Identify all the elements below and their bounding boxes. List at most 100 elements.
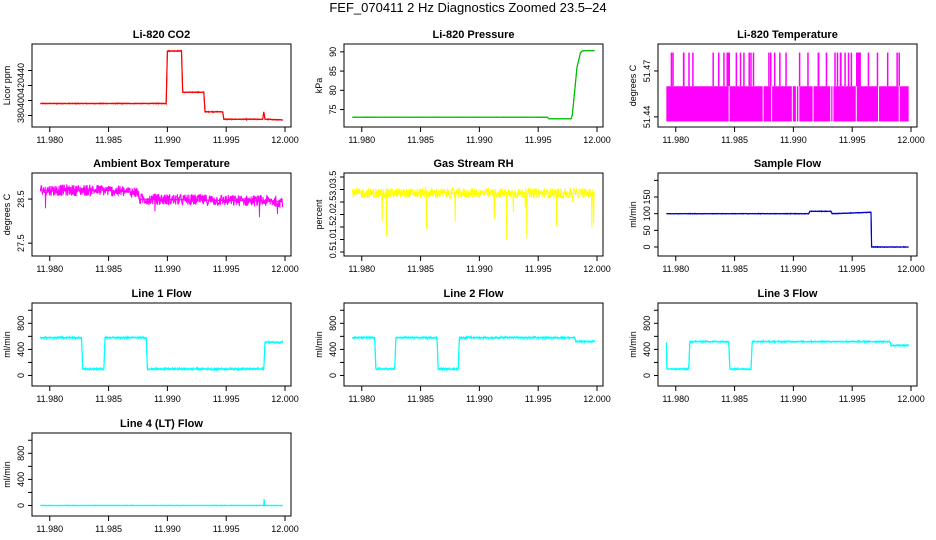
x-tick-label: 12.000 <box>271 524 299 534</box>
panel-title: Ambient Box Temperature <box>93 158 230 170</box>
x-tick-label: 12.000 <box>271 264 299 274</box>
y-tick-label: 85 <box>328 66 338 76</box>
data-band <box>666 86 909 122</box>
x-tick-label: 11.995 <box>525 264 552 274</box>
x-tick-label: 11.980 <box>662 394 689 404</box>
x-tick-label: 11.980 <box>36 524 63 534</box>
x-tick-label: 11.995 <box>839 394 866 404</box>
x-tick-label: 11.995 <box>839 135 866 145</box>
data-series-line <box>352 50 595 120</box>
data-series-noise <box>40 49 283 122</box>
figure-title: FEF_070411 2 Hz Diagnostics Zoomed 23.5–… <box>329 0 607 15</box>
y-tick-label: 420 <box>16 78 26 93</box>
x-tick-label: 11.985 <box>407 264 434 274</box>
panel-7: Line 1 Flow ml/min 11.980 11.985 11.990 11.99… <box>2 288 299 404</box>
y-tick-label: 2.5 <box>328 196 338 209</box>
panel-9: Line 3 Flow ml/min 11.980 11.985 11.990 11.99… <box>628 288 925 404</box>
plot-frame <box>31 172 292 257</box>
y-tick-label: 0 <box>16 373 26 378</box>
x-tick-label: 12.000 <box>897 264 925 274</box>
x-tick-label: 11.985 <box>721 135 748 145</box>
x-tick-label: 12.000 <box>583 264 611 274</box>
y-tick-label: 400 <box>16 93 26 108</box>
plot-frame <box>657 302 918 387</box>
x-tick-label: 11.980 <box>348 264 375 274</box>
data-series-noise <box>352 49 595 120</box>
x-tick-label: 11.995 <box>213 264 240 274</box>
y-tick-label: 0 <box>642 244 652 249</box>
y-tick-label: 400 <box>328 342 338 357</box>
y-tick-label: 28.5 <box>16 190 26 208</box>
y-axis-label: Licor ppm <box>2 66 12 106</box>
y-tick-label: 380 <box>16 108 26 123</box>
x-tick-label: 12.000 <box>271 394 299 404</box>
x-tick-label: 12.000 <box>583 394 611 404</box>
x-tick-label: 12.000 <box>271 135 299 145</box>
y-tick-label: 0 <box>642 373 652 378</box>
data-series-noise <box>39 334 284 372</box>
data-series-line <box>352 337 595 370</box>
panel-2: Li-820 Pressure kPa 11.980 11.985 11.990 11.9… <box>314 29 611 145</box>
x-tick-label: 11.980 <box>662 264 689 274</box>
panel-8: Line 2 Flow ml/min 11.980 11.985 11.990 11.99… <box>314 288 611 404</box>
y-tick-label: 75 <box>328 105 338 115</box>
y-tick-label: 1.5 <box>328 221 338 234</box>
x-tick-label: 11.995 <box>213 394 240 404</box>
y-tick-label: 100 <box>642 206 652 221</box>
panel-title: Gas Stream RH <box>433 158 513 170</box>
plot-frame <box>31 302 292 387</box>
x-tick-label: 11.990 <box>780 135 807 145</box>
data-series-line <box>40 337 283 370</box>
y-tick-label: 400 <box>16 472 26 487</box>
y-axis-label: ml/min <box>314 331 324 358</box>
x-tick-label: 11.990 <box>154 135 181 145</box>
plot-frame <box>657 43 918 128</box>
y-tick-label: 400 <box>16 342 26 357</box>
x-tick-label: 11.980 <box>662 135 689 145</box>
data-series-line <box>665 341 909 370</box>
x-tick-label: 11.995 <box>525 135 552 145</box>
y-tick-label: 0 <box>328 373 338 378</box>
x-tick-label: 11.985 <box>95 264 122 274</box>
data-series-noise <box>39 184 284 218</box>
y-axis-label: degrees C <box>2 193 12 235</box>
x-tick-label: 11.985 <box>407 394 434 404</box>
y-tick-label: 400 <box>642 342 652 357</box>
y-tick-label: 3.0 <box>328 183 338 196</box>
x-tick-label: 11.990 <box>466 394 493 404</box>
x-tick-label: 11.980 <box>36 135 63 145</box>
plot-frame <box>343 172 604 257</box>
x-tick-label: 11.985 <box>407 135 434 145</box>
x-tick-label: 11.985 <box>95 394 122 404</box>
data-series-noise <box>351 186 595 240</box>
panel-title: Sample Flow <box>754 158 822 170</box>
x-tick-label: 12.000 <box>897 135 925 145</box>
x-tick-label: 11.995 <box>213 135 240 145</box>
y-tick-label: 0.5 <box>328 246 338 259</box>
panel-title: Line 1 Flow <box>132 288 192 300</box>
y-axis-label: ml/min <box>628 331 638 358</box>
panel-title: Li-820 CO2 <box>133 29 190 41</box>
plot-frame <box>31 43 292 128</box>
x-tick-label: 11.985 <box>95 524 122 534</box>
x-tick-label: 11.995 <box>839 264 866 274</box>
y-tick-label: 90 <box>328 47 338 57</box>
y-tick-label: 2.0 <box>328 208 338 221</box>
x-tick-label: 11.980 <box>348 394 375 404</box>
x-tick-label: 11.985 <box>721 264 748 274</box>
panel-5: Gas Stream RH percent 11.980 11.985 11.990 11… <box>314 158 611 274</box>
panel-title: Li-820 Temperature <box>737 29 838 41</box>
y-axis-label: ml/min <box>2 461 12 488</box>
y-tick-label: 800 <box>642 316 652 331</box>
data-series-noise <box>40 500 283 507</box>
x-tick-label: 11.990 <box>466 135 493 145</box>
data-series-line <box>40 498 283 507</box>
x-tick-label: 11.980 <box>348 135 375 145</box>
y-axis-label: ml/min <box>628 201 638 228</box>
y-axis-label: percent <box>314 199 324 230</box>
y-tick-label: 800 <box>16 316 26 331</box>
panel-1: Li-820 CO2 Licor ppm 11.980 11.985 11.990 11.… <box>2 29 299 145</box>
y-tick-label: 51.44 <box>642 106 652 129</box>
